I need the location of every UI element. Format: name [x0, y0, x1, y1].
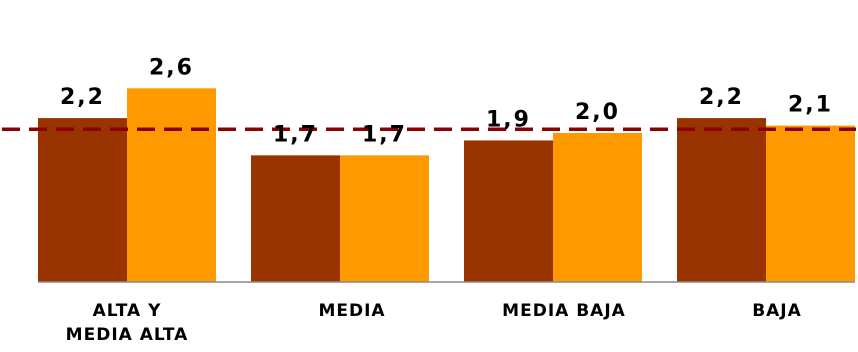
data-label-s2-c1: 2,6 [149, 55, 194, 80]
category-label-1-line-1: ALTA Y [92, 301, 162, 321]
bar-s2-c3 [553, 133, 642, 282]
category-label-2: MEDIA [277, 299, 427, 323]
category-label-3-line-1: MEDIA BAJA [502, 301, 626, 321]
data-label-s2-c3: 2,0 [575, 100, 620, 125]
data-label-s1-c3: 1,9 [486, 107, 531, 132]
data-label-s1-c2: 1,7 [273, 122, 318, 147]
category-label-4-line-1: BAJA [752, 301, 802, 321]
bars-group [38, 88, 855, 282]
bar-s2-c1 [127, 88, 216, 282]
category-label-2-line-1: MEDIA [318, 301, 386, 321]
bar-s1-c3 [464, 140, 553, 282]
data-label-s1-c4: 2,2 [699, 85, 744, 110]
bar-s1-c1 [38, 118, 127, 282]
data-labels-group: 2,2 1,7 1,9 2,2 2,6 1,7 2,0 2,1 [60, 55, 833, 147]
bar-s1-c4 [677, 118, 766, 282]
data-label-s1-c1: 2,2 [60, 85, 105, 110]
bar-s2-c2 [340, 155, 429, 282]
category-label-1: ALTA Y MEDIA ALTA [27, 299, 227, 347]
category-label-3: MEDIA BAJA [464, 299, 664, 323]
category-label-1-line-2: MEDIA ALTA [65, 325, 189, 345]
bar-s2-c4 [766, 125, 855, 282]
category-label-4: BAJA [702, 299, 852, 323]
data-label-s2-c4: 2,1 [788, 93, 833, 118]
data-label-s2-c2: 1,7 [362, 122, 407, 147]
bar-s1-c2 [251, 155, 340, 282]
